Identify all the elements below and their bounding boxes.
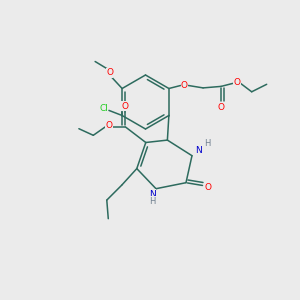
Text: H: H — [204, 139, 210, 148]
Text: O: O — [233, 78, 240, 87]
Text: O: O — [205, 183, 212, 192]
Text: N: N — [195, 146, 202, 155]
Text: O: O — [122, 102, 129, 111]
Text: O: O — [218, 103, 225, 112]
Text: H: H — [149, 197, 156, 206]
Text: O: O — [105, 121, 112, 130]
Text: N: N — [149, 190, 156, 199]
Text: O: O — [181, 81, 188, 90]
Text: O: O — [106, 68, 113, 77]
Text: Cl: Cl — [99, 104, 108, 113]
